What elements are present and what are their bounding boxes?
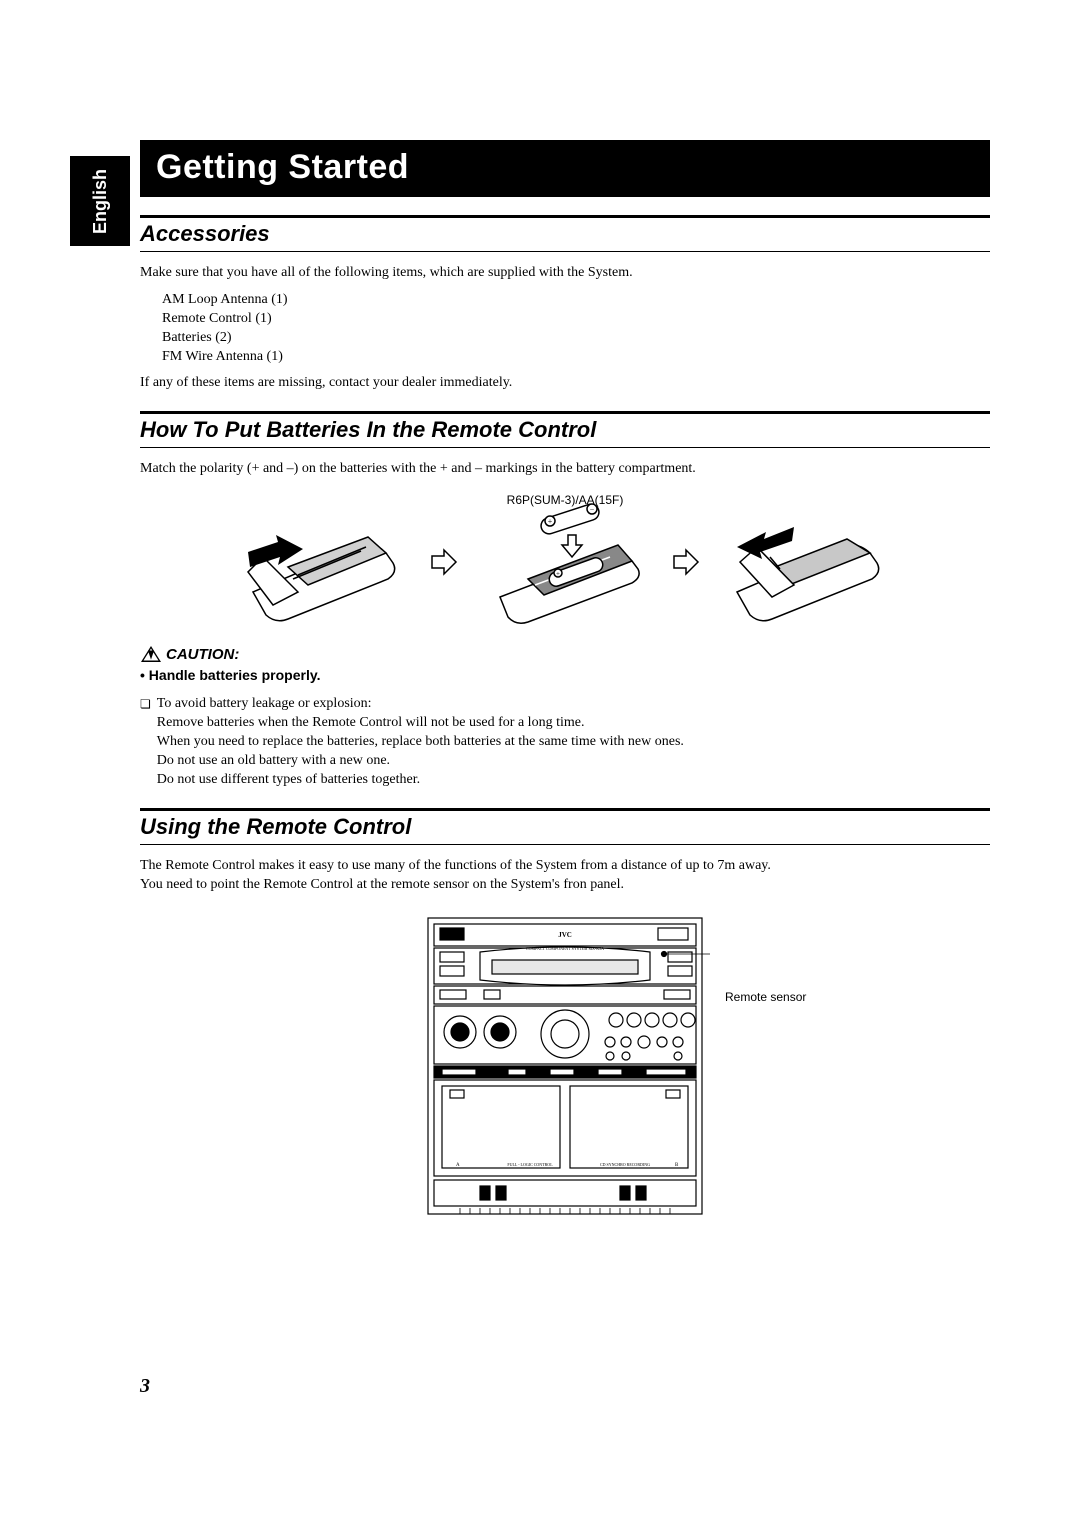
svg-text:JVC: JVC	[558, 931, 572, 939]
accessory-item: Batteries (2)	[162, 329, 990, 348]
accessories-outro: If any of these items are missing, conta…	[140, 374, 990, 393]
battery-diagram: R6P(SUM-3)/AA(15F)	[140, 497, 990, 627]
svg-text:+: +	[556, 570, 560, 578]
caution-bullet: • Handle batteries properly.	[140, 667, 990, 683]
svg-text:+: +	[548, 517, 553, 526]
svg-text:COMPACT COMPONENT SYSTEM MX-K: COMPACT COMPONENT SYSTEM MX-K5A	[526, 946, 604, 951]
caution-icon	[140, 645, 162, 663]
remote-step-2-illustration: + − +	[480, 497, 650, 627]
arrow-slide-icon	[248, 535, 303, 567]
arrow-right-icon	[670, 546, 702, 578]
section-heading-using-remote: Using the Remote Control	[140, 808, 990, 845]
language-tab: English	[70, 156, 130, 246]
caution-label: CAUTION:	[166, 646, 239, 663]
page-title: Getting Started	[140, 140, 990, 197]
system-figure: JVC COMPACT COMPONENT SYSTEM MX-K5A	[140, 912, 990, 1222]
accessory-item: FM Wire Antenna (1)	[162, 348, 990, 367]
section-heading-accessories: Accessories	[140, 215, 990, 252]
caution-line: Do not use an old battery with a new one…	[157, 752, 684, 771]
caution-lead-text: To avoid battery leakage or explosion: R…	[157, 695, 684, 789]
page-content: Getting Started Accessories Make sure th…	[140, 140, 990, 1222]
arrow-slide-icon	[737, 527, 794, 559]
caution-lead-row: ❏ To avoid battery leakage or explosion:…	[140, 695, 990, 789]
remote-step-1-illustration	[238, 497, 408, 627]
page-number: 3	[140, 1375, 150, 1398]
caution-line: Remove batteries when the Remote Control…	[157, 714, 684, 733]
svg-text:CD SYNCHRO RECORDING: CD SYNCHRO RECORDING	[600, 1162, 650, 1167]
svg-text:FULL - LOGIC CONTROL: FULL - LOGIC CONTROL	[507, 1162, 553, 1167]
stereo-system-illustration: JVC COMPACT COMPONENT SYSTEM MX-K5A	[420, 912, 710, 1222]
remote-step-3-illustration	[722, 497, 892, 627]
svg-text:A: A	[456, 1163, 460, 1168]
square-bullet-icon: ❏	[140, 695, 151, 789]
language-tab-label: English	[90, 168, 111, 233]
accessories-list: AM Loop Antenna (1) Remote Control (1) B…	[162, 291, 990, 367]
section-heading-batteries: How To Put Batteries In the Remote Contr…	[140, 411, 990, 448]
batteries-intro: Match the polarity (+ and –) on the batt…	[140, 460, 990, 479]
caution-line: Do not use different types of batteries …	[157, 771, 684, 790]
accessories-intro: Make sure that you have all of the follo…	[140, 264, 990, 283]
arrow-right-icon	[428, 546, 460, 578]
using-remote-line2: You need to point the Remote Control at …	[140, 876, 990, 895]
caution-lead: To avoid battery leakage or explosion:	[157, 696, 372, 711]
battery-spec-label: R6P(SUM-3)/AA(15F)	[507, 493, 624, 507]
accessory-item: Remote Control (1)	[162, 310, 990, 329]
caution-block: CAUTION:	[140, 645, 990, 663]
using-remote-line1: The Remote Control makes it easy to use …	[140, 857, 990, 876]
caution-line: When you need to replace the batteries, …	[157, 733, 684, 752]
remote-sensor-callout: Remote sensor	[725, 990, 806, 1004]
accessory-item: AM Loop Antenna (1)	[162, 291, 990, 310]
